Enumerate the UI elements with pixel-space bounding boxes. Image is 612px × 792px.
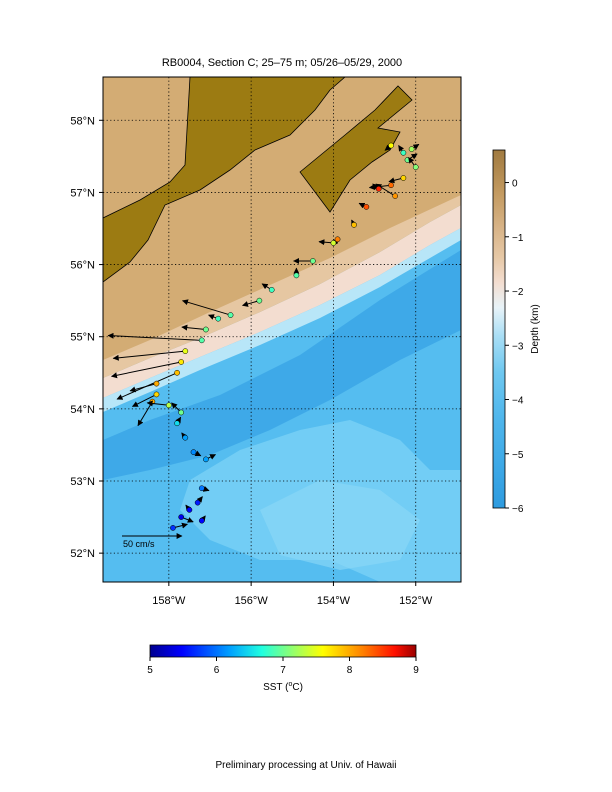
slope-light-band — [103, 228, 461, 412]
depth-tick-label: 0 — [512, 179, 518, 190]
footer-credit: Preliminary processing at Univ. of Hawai… — [216, 760, 397, 771]
sst-marker — [198, 485, 205, 492]
depth-tick-label: −4 — [512, 396, 524, 407]
sst-marker — [153, 391, 160, 398]
velocity-vector — [146, 400, 169, 407]
y-tick-label: 53°N — [70, 476, 95, 488]
sst-marker — [178, 409, 185, 416]
sst-marker — [310, 258, 316, 264]
ocean-patch-deep — [103, 250, 461, 480]
continental-slope — [103, 205, 461, 398]
sst-marker — [330, 240, 337, 246]
velocity-vectors — [107, 142, 420, 531]
sst-tick-label: 5 — [147, 665, 153, 676]
x-tick-label: 154°W — [317, 595, 351, 607]
sst-marker — [194, 499, 201, 506]
sst-marker — [268, 286, 275, 293]
sst-marker — [334, 236, 341, 243]
y-tick-label: 54°N — [70, 404, 95, 416]
depth-tick-label: −1 — [512, 233, 524, 244]
sst-marker — [178, 359, 185, 365]
velocity-vector — [241, 300, 260, 307]
velocity-vector — [112, 350, 186, 361]
sst-marker — [198, 337, 205, 344]
sst-tick-label: 7 — [280, 665, 286, 676]
sst-marker — [174, 369, 180, 376]
depth-colorbar-label: Depth (km) — [530, 304, 541, 353]
sst-marker — [186, 507, 193, 513]
depth-colorbar-ticks: 0 −1 −2 −3 −4 −5 −6 — [505, 179, 524, 515]
velocity-vector — [131, 393, 157, 407]
sst-marker — [256, 297, 263, 304]
sst-colorbar: 5 6 7 8 9 SST (oC) — [147, 644, 419, 693]
sst-colorbar-swatch — [149, 644, 417, 658]
x-tick-label: 158°W — [152, 595, 186, 607]
scale-arrow-group: 50 cm/s — [122, 533, 183, 549]
sst-tick-label: 8 — [347, 665, 353, 676]
depth-tick-label: −5 — [512, 450, 524, 461]
land-alaska-peninsula — [103, 77, 346, 283]
sst-marker — [203, 326, 209, 333]
sst-marker — [388, 142, 394, 149]
ocean-patch-light-2 — [260, 480, 420, 570]
velocity-vector — [181, 324, 206, 331]
land-kodiak-island — [299, 85, 413, 213]
sst-marker — [400, 149, 407, 156]
x-tick-label: 156°W — [235, 595, 269, 607]
sst-marker — [363, 204, 370, 210]
sst-marker — [388, 182, 394, 189]
sst-marker — [412, 164, 419, 171]
depth-tick-label: −3 — [512, 341, 524, 352]
velocity-vector — [129, 383, 157, 393]
sst-marker — [293, 272, 300, 279]
x-tick-label: 152°W — [399, 595, 433, 607]
sst-marker — [408, 146, 415, 152]
depth-colorbar-swatch — [492, 149, 506, 509]
y-tick-label: 55°N — [70, 332, 95, 344]
sst-marker — [190, 449, 197, 455]
axis-ticks: 158°W 156°W 154°W 152°W 52°N 53°N 54°N 55°N 56°N… — [70, 115, 432, 607]
velocity-vector — [107, 332, 202, 341]
y-tick-label: 58°N — [70, 115, 95, 127]
sst-marker — [198, 517, 205, 524]
depth-colorbar: 0 −1 −2 −3 −4 −5 −6 Depth (km) — [492, 149, 541, 515]
sst-marker — [215, 315, 222, 322]
sst-marker — [375, 185, 382, 192]
velocity-vector — [181, 299, 231, 316]
y-tick-label: 56°N — [70, 260, 95, 272]
sst-tick-label: 9 — [413, 665, 419, 676]
sst-marker — [203, 456, 209, 463]
sst-colorbar-label: SST (oC) — [263, 681, 303, 693]
plot-frame — [102, 76, 462, 583]
sst-colorbar-ticks: 5 6 7 8 9 — [147, 657, 419, 676]
plot-title: RB0004, Section C; 25–75 m; 05/26–05/29,… — [162, 57, 402, 69]
map-panel — [103, 77, 461, 582]
depth-tick-label: −2 — [512, 287, 524, 298]
sst-marker — [182, 348, 189, 354]
sst-marker — [178, 514, 185, 520]
sst-marker — [170, 525, 176, 531]
sst-marker — [174, 420, 180, 427]
sst-tick-label: 6 — [214, 665, 220, 676]
scale-arrow-label: 50 cm/s — [123, 539, 155, 549]
sst-marker — [227, 312, 234, 318]
sst-marker — [165, 402, 172, 409]
sst-marker — [392, 193, 399, 199]
grid-lines — [103, 77, 461, 582]
sst-marker — [400, 175, 407, 181]
y-tick-label: 57°N — [70, 187, 95, 199]
velocity-vector — [110, 361, 182, 379]
depth-tick-label: −6 — [512, 504, 524, 515]
sst-marker — [153, 380, 160, 387]
y-tick-label: 52°N — [70, 548, 95, 560]
sst-marker — [182, 434, 189, 441]
sst-marker — [351, 222, 357, 228]
shelf-break — [103, 195, 461, 378]
